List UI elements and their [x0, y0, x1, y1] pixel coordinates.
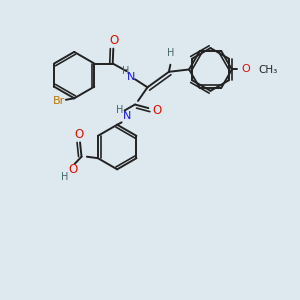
Text: O: O — [110, 34, 119, 47]
Text: H: H — [122, 66, 129, 76]
Text: H: H — [61, 172, 68, 182]
Text: CH₃: CH₃ — [259, 65, 278, 75]
Text: O: O — [68, 163, 77, 176]
Text: Br: Br — [52, 96, 65, 106]
Text: H: H — [167, 48, 174, 59]
Text: O: O — [152, 104, 161, 117]
Text: H: H — [116, 106, 124, 116]
Text: O: O — [242, 64, 250, 74]
Text: O: O — [75, 128, 84, 141]
Text: N: N — [122, 111, 131, 121]
Text: N: N — [127, 72, 136, 82]
